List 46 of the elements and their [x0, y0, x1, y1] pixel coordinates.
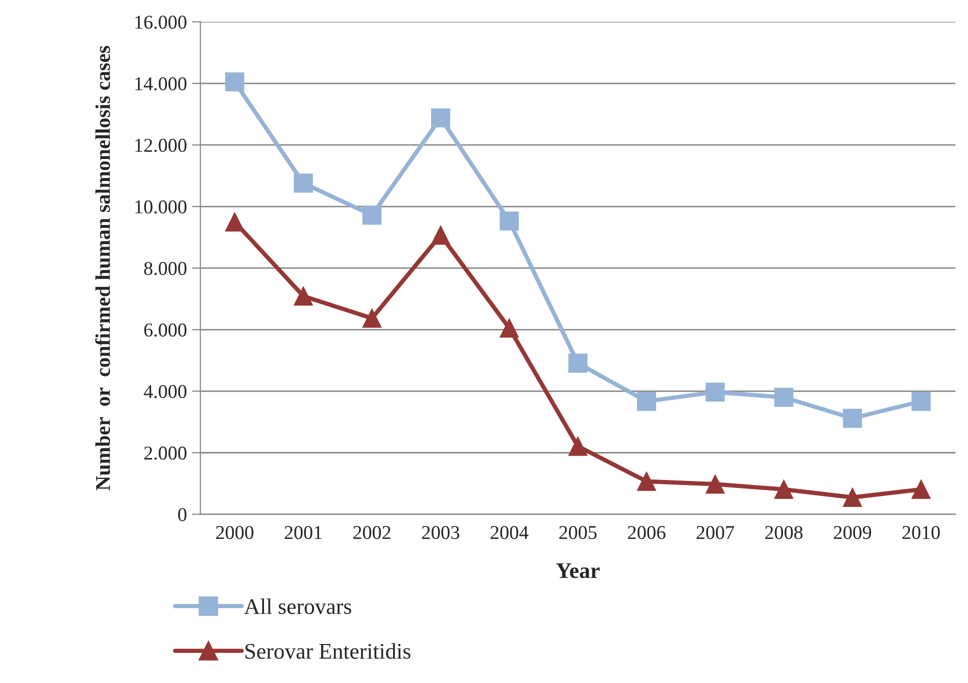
x-tick-label: 2005 — [559, 526, 597, 540]
y-tick-label: 4.000 — [144, 385, 186, 398]
legend-label: All serovars — [244, 598, 352, 614]
point — [636, 392, 656, 411]
x-tick-label: 2001 — [284, 526, 322, 540]
point — [706, 382, 725, 402]
point — [362, 308, 382, 328]
point — [294, 174, 313, 193]
point — [225, 72, 244, 92]
x-tick-label: 2002 — [353, 526, 390, 540]
point — [431, 108, 450, 128]
y-tick-label: 6.000 — [144, 323, 186, 337]
point — [431, 226, 450, 245]
point — [842, 408, 862, 428]
legend-label: Serovar Enteritidis — [245, 643, 410, 659]
point — [636, 472, 656, 491]
x-axis-title: Year — [556, 563, 600, 578]
point — [774, 480, 794, 499]
point — [500, 318, 519, 338]
point — [500, 211, 519, 231]
x-tick-label: 2004 — [490, 526, 528, 540]
y-tick-label: 0 — [178, 508, 186, 522]
point — [294, 286, 313, 306]
point — [568, 436, 588, 456]
point — [912, 392, 931, 411]
y-tick-label: 8.000 — [144, 262, 186, 276]
point — [225, 212, 244, 232]
point — [706, 474, 725, 494]
y-tick-label: 2.000 — [144, 446, 186, 460]
y-tick-label: 10.000 — [135, 200, 186, 214]
y-tick-label: 14.000 — [135, 77, 186, 90]
x-tick-label: 2006 — [628, 526, 666, 540]
point — [912, 480, 931, 499]
point — [842, 488, 862, 507]
x-tick-label: 2003 — [422, 526, 460, 540]
y-tick-label: 16.000 — [135, 16, 186, 29]
point — [774, 388, 794, 407]
point — [568, 354, 588, 373]
x-tick-label: 2007 — [696, 526, 734, 540]
y-axis-title: Number or confirmed human salmonellosis cases — [95, 46, 110, 490]
x-tick-label: 2008 — [765, 526, 803, 540]
x-tick-label: 2000 — [216, 526, 254, 540]
x-tick-label: 2009 — [834, 526, 872, 540]
y-tick-label: 12.000 — [135, 138, 186, 152]
x-tick-label: 2010 — [902, 526, 940, 540]
point — [362, 206, 382, 225]
